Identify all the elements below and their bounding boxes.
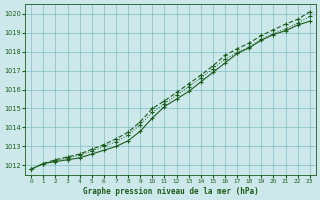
X-axis label: Graphe pression niveau de la mer (hPa): Graphe pression niveau de la mer (hPa) <box>83 187 258 196</box>
